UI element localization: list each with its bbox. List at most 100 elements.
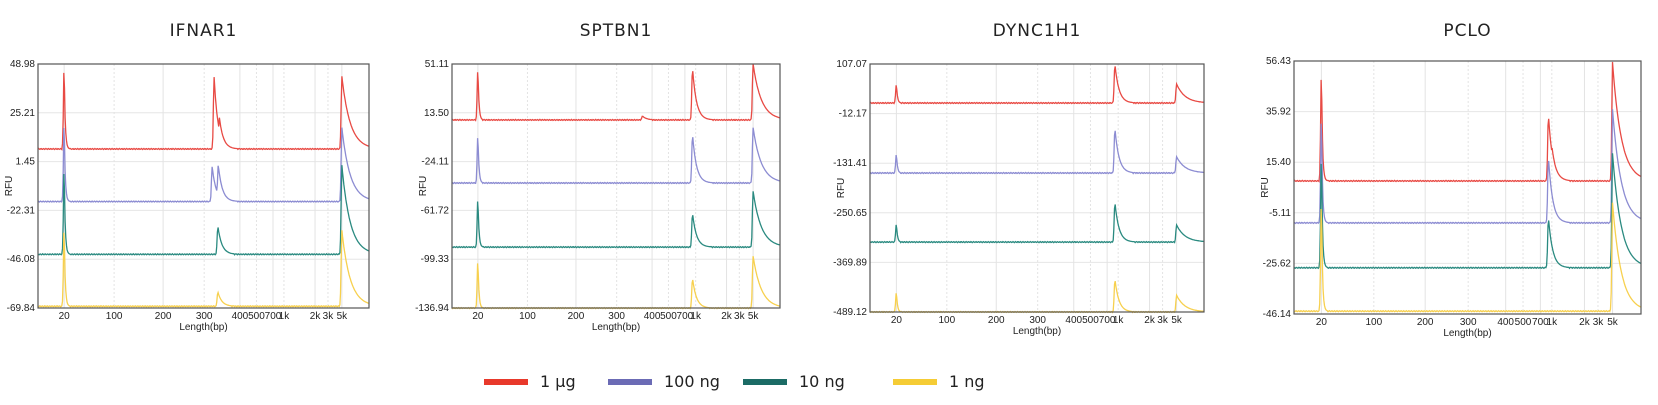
y-tick-label: -22.31 (7, 205, 36, 216)
trace-10-ng (869, 204, 1204, 244)
x-tick-label: 2k (721, 311, 733, 322)
y-tick-label: 56.43 (1266, 56, 1291, 67)
plot-frame (37, 63, 370, 309)
y-tick-label: -250.65 (833, 208, 867, 219)
x-tick-label: 20 (1316, 317, 1328, 328)
y-tick-label: -46.08 (7, 254, 36, 265)
trace-1-ug (451, 63, 781, 122)
legend-swatch (743, 378, 787, 385)
x-tick-label: 20 (472, 311, 484, 322)
x-tick-label: 100 (938, 315, 955, 326)
legend-label: 10 ng (799, 372, 845, 391)
x-tick-label: 1k (279, 311, 291, 322)
x-tick-label: 500 (248, 311, 265, 322)
x-tick-label: 5k (337, 311, 349, 322)
trace-1-ug (869, 66, 1205, 105)
x-tick-label: 3k (323, 311, 335, 322)
legend: 1 µg 100 ng 10 ng 1 ng (0, 372, 1658, 396)
x-tick-label: 700 (677, 311, 694, 322)
trace-1-ug (1293, 62, 1642, 183)
chart-panel-pclo: PCLO 56.43 35.92 15.40 -5.11 -25.62 -46.14 20 10… (1260, 21, 1642, 339)
legend-swatch (893, 378, 937, 385)
x-tick-label: 1k (1113, 315, 1125, 326)
x-tick-label: 3k (734, 311, 746, 322)
legend-swatch (608, 378, 652, 385)
plot-area (870, 64, 1204, 312)
chart-title: IFNAR1 (170, 21, 238, 41)
x-tick-label: 3k (1157, 315, 1169, 326)
y-tick-label: -131.41 (833, 158, 867, 169)
chart-title: DYNC1H1 (993, 21, 1082, 41)
chart-panel-ifnar1: IFNAR1 48.98 25.21 1.45 -22.31 -46.08 -69.84 20… (4, 21, 370, 333)
x-axis-label: Length(bp) (1013, 326, 1061, 337)
trace-1-ug (37, 72, 370, 151)
trace-100-ng (37, 127, 370, 203)
y-tick-label: 35.92 (1266, 107, 1291, 118)
y-tick-label: 1.45 (16, 157, 36, 168)
y-tick-label: 13.50 (424, 108, 449, 119)
x-tick-label: 5k (1607, 317, 1619, 328)
y-axis-label: RFU (4, 176, 15, 197)
x-tick-label: 1k (1547, 317, 1559, 328)
x-axis-label: Length(bp) (1443, 328, 1491, 339)
trace-100-ng (451, 127, 781, 185)
x-tick-label: 400 (1065, 315, 1082, 326)
x-tick-label: 100 (1365, 317, 1382, 328)
x-tick-label: 700 (1099, 315, 1116, 326)
x-tick-label: 700 (1532, 317, 1549, 328)
legend-item: 10 ng (743, 372, 845, 391)
trace-10-ng (451, 191, 781, 249)
x-axis-label: Length(bp) (592, 322, 640, 333)
chart-panel-sptbn1: SPTBN1 51.11 13.50 -24.11 -61.72 -99.33 -136.9… (415, 21, 781, 333)
legend-item: 100 ng (608, 372, 720, 391)
x-tick-label: 300 (608, 311, 625, 322)
x-tick-label: 200 (988, 315, 1005, 326)
y-tick-label: 15.40 (1266, 157, 1291, 168)
y-tick-label: -136.94 (415, 303, 449, 314)
plot-frame (1293, 60, 1642, 315)
y-tick-label: 51.11 (425, 59, 450, 70)
x-tick-label: 200 (155, 311, 172, 322)
plot-area (38, 64, 369, 308)
y-tick-label: -12.17 (839, 109, 868, 120)
x-tick-label: 100 (106, 311, 123, 322)
x-tick-label: 1k (690, 311, 702, 322)
y-axis-label: RFU (418, 176, 429, 197)
trace-10-ng (37, 165, 370, 256)
trace-100-ng (869, 130, 1204, 175)
x-tick-label: 20 (59, 311, 71, 322)
trace-1-ng (37, 230, 370, 308)
plot-area (1294, 61, 1641, 314)
y-tick-label: -46.14 (1263, 309, 1292, 320)
x-tick-label: 5k (1171, 315, 1183, 326)
x-tick-label: 500 (1082, 315, 1099, 326)
x-tick-label: 200 (1417, 317, 1434, 328)
plot-frame (451, 63, 781, 309)
x-tick-label: 400 (232, 311, 249, 322)
x-tick-label: 300 (196, 311, 213, 322)
x-tick-label: 2k (1579, 317, 1591, 328)
x-tick-label: 400 (644, 311, 661, 322)
trace-1-ng (1293, 202, 1642, 313)
legend-label: 1 µg (540, 372, 576, 391)
y-tick-label: -25.62 (1263, 258, 1292, 269)
x-tick-label: 20 (891, 315, 903, 326)
x-tick-label: 2k (1144, 315, 1156, 326)
chart-title: SPTBN1 (580, 21, 653, 41)
y-tick-label: -99.33 (421, 254, 450, 265)
legend-label: 1 ng (949, 372, 985, 391)
plot-area (452, 64, 780, 308)
x-tick-label: 2k (310, 311, 322, 322)
x-axis-label: Length(bp) (179, 322, 227, 333)
chart-panel-dync1h1: DYNC1H1 107.07 -12.17 -131.41 -250.65 -369.89… (833, 21, 1205, 337)
y-tick-label: 48.98 (10, 59, 35, 70)
legend-item: 1 µg (484, 372, 576, 391)
x-tick-label: 200 (568, 311, 585, 322)
y-tick-label: 107.07 (836, 59, 867, 70)
trace-100-ng (1293, 109, 1642, 225)
legend-label: 100 ng (664, 372, 720, 391)
y-tick-label: -5.11 (1269, 208, 1291, 219)
legend-swatch (484, 378, 528, 385)
x-tick-label: 3k (1593, 317, 1605, 328)
